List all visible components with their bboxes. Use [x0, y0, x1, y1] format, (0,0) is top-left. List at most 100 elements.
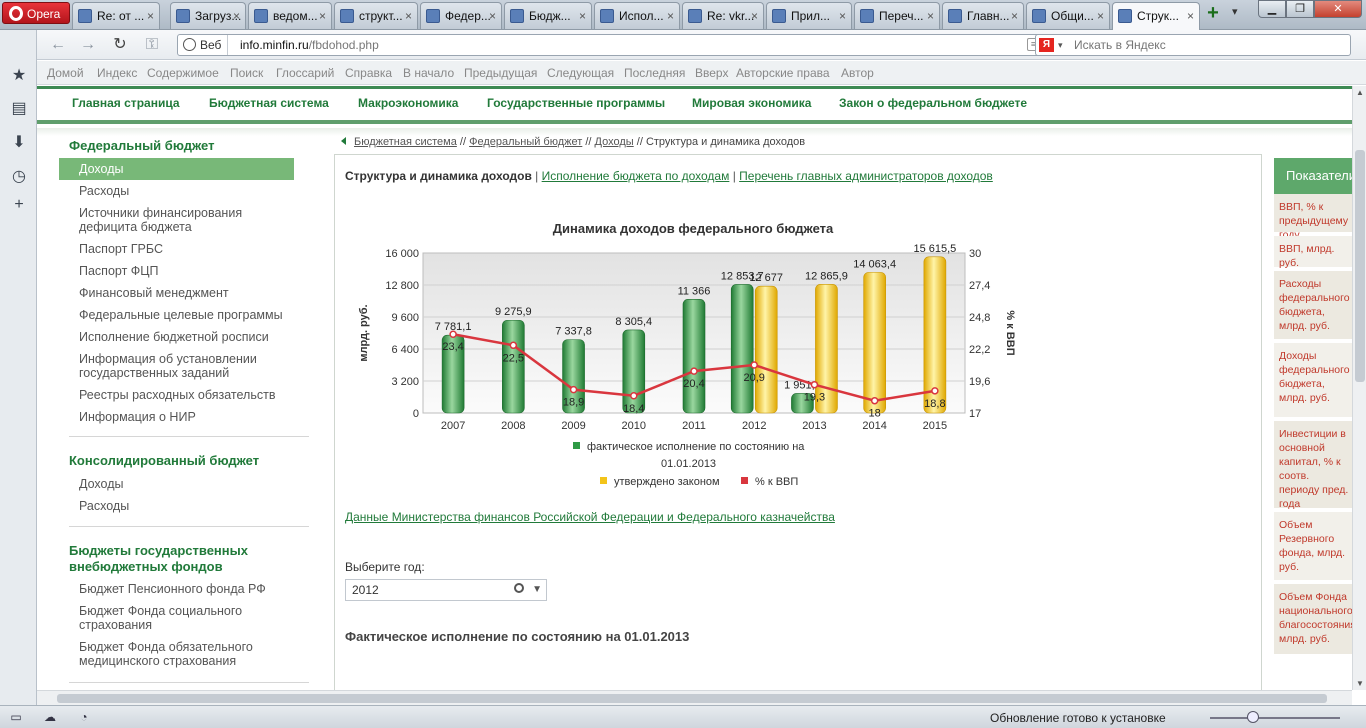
forward-arrow-icon[interactable]: → [80, 36, 96, 53]
bar-actual[interactable] [622, 329, 646, 414]
bar-approved[interactable] [815, 284, 838, 414]
bar-actual[interactable] [730, 284, 754, 414]
bar-approved[interactable] [923, 256, 947, 414]
nav-link-8[interactable]: Предыдущая [464, 66, 538, 80]
reload-icon[interactable]: ↻ [113, 36, 127, 53]
tab-7[interactable]: Испол... × [594, 2, 680, 29]
tab-close-icon[interactable]: × [578, 9, 586, 23]
tab-close-icon[interactable]: × [1096, 9, 1104, 23]
site-info-badge[interactable]: Веб [178, 35, 229, 55]
zoom-slider[interactable] [1210, 717, 1340, 719]
minimize-button[interactable]: ▁ [1258, 0, 1286, 18]
main-menu-item-2[interactable]: Бюджетная система [209, 96, 329, 110]
nav-link-9[interactable]: Следующая [547, 66, 615, 80]
leftnav-item[interactable]: Паспорт ГРБС [79, 242, 163, 256]
subnav-revenue-execution-link[interactable]: Исполнение бюджета по доходам [541, 169, 730, 183]
yandex-icon[interactable]: Я [1039, 38, 1054, 52]
close-button[interactable]: ✕ [1314, 0, 1362, 18]
gdp-share-point[interactable] [690, 367, 698, 375]
back-arrow-icon[interactable]: ← [50, 36, 66, 53]
leftnav-heading[interactable]: Федеральный бюджет [69, 138, 215, 153]
search-field[interactable]: Я ▾ [1035, 34, 1351, 56]
tab-close-icon[interactable]: × [1010, 9, 1018, 23]
gdp-share-point[interactable] [569, 385, 578, 394]
page-icon[interactable]: ▭ [10, 710, 22, 724]
data-source-link[interactable]: Данные Министерства финансов Российской … [345, 510, 835, 524]
indicator-item[interactable]: ВВП, % к предыдущему году [1274, 194, 1352, 241]
tab-close-icon[interactable]: × [232, 9, 240, 23]
indicator-item[interactable]: Объем Фонда национального благосостояния… [1274, 584, 1352, 656]
indicator-item[interactable]: Инвестиции в основной капитал, % к соотв… [1274, 421, 1352, 510]
tab-close-icon[interactable]: × [926, 9, 934, 23]
leftnav-item[interactable]: Финансовый менеджмент [79, 286, 229, 300]
leftnav-item[interactable]: Расходы [79, 184, 130, 198]
leftnav-item[interactable]: Бюджет Фонда обязательного медицинского … [79, 640, 253, 668]
tab-12[interactable]: Общи... × [1026, 2, 1110, 29]
leftnav-item[interactable]: Информация об установлении государственн… [79, 352, 257, 380]
scroll-up-icon[interactable]: ▲ [1356, 88, 1364, 97]
tab-close-icon[interactable]: × [666, 9, 674, 23]
tab-list-icon[interactable]: ▾ [1232, 6, 1238, 18]
leftnav-item[interactable]: Бюджет Фонда социального страхования [79, 604, 243, 632]
year-select[interactable]: 2012 ▼ [345, 579, 547, 601]
opera-menu-button[interactable]: Opera [2, 2, 70, 24]
bar-approved[interactable] [863, 272, 886, 414]
gdp-share-point[interactable] [870, 396, 879, 405]
leftnav-item[interactable]: Бюджет Пенсионного фонда РФ [79, 582, 266, 596]
scroll-down-icon[interactable]: ▼ [1356, 679, 1364, 688]
leftnav-item[interactable]: Источники финансирования дефицита бюджет… [79, 206, 243, 234]
nav-link-10[interactable]: Последняя [624, 66, 686, 80]
tab-10[interactable]: Переч... × [854, 2, 940, 29]
gdp-share-point[interactable] [810, 380, 819, 389]
gdp-share-point[interactable] [449, 330, 457, 338]
nav-link-6[interactable]: Справка [345, 66, 393, 80]
horizontal-scroll-thumb[interactable] [57, 694, 1327, 703]
tab-close-icon[interactable]: × [488, 9, 496, 23]
tab-5[interactable]: Федер... × [420, 2, 502, 29]
tab-close-icon[interactable]: × [750, 9, 758, 23]
subnav-administrators-link[interactable]: Перечень главных администраторов доходов [739, 169, 993, 183]
tab-close-icon[interactable]: × [404, 9, 412, 23]
url-text[interactable]: info.minfin.ru/fbdohod.php [240, 38, 379, 52]
leftnav-item[interactable]: Паспорт ФЦП [79, 264, 159, 278]
leftnav-item[interactable]: Доходы [79, 477, 124, 491]
url-field[interactable]: Веб info.minfin.ru/fbdohod.php ≡ ★ [177, 34, 1065, 56]
leftnav-heading[interactable]: Консолидированный бюджет [69, 453, 260, 468]
bookmarks-star-icon[interactable]: ★ [11, 67, 27, 84]
tab-6[interactable]: Бюдж... × [504, 2, 592, 29]
main-menu-item-4[interactable]: Государственные программы [487, 96, 666, 110]
leftnav-item[interactable]: Информация о НИР [79, 410, 196, 424]
bar-actual[interactable] [791, 393, 814, 414]
gdp-share-point[interactable] [750, 361, 758, 369]
tab-9[interactable]: Прил... × [766, 2, 852, 29]
breadcrumb-link-budget-system[interactable]: Бюджетная система [354, 136, 457, 148]
indicator-item[interactable]: Расходы федерального бюджета, млрд. руб. [1274, 271, 1352, 341]
indicator-item[interactable]: Объем Резервного фонда, млрд. руб. [1274, 512, 1352, 582]
gdp-share-point[interactable] [509, 341, 518, 350]
vertical-scroll-thumb[interactable] [1355, 150, 1365, 382]
tab-13[interactable]: Струк... × [1112, 2, 1200, 30]
bar-actual[interactable] [562, 339, 585, 414]
tab-8[interactable]: Re: vkr... × [682, 2, 764, 29]
horizontal-scrollbar[interactable] [37, 690, 1352, 705]
leftnav-item[interactable]: Расходы [79, 499, 130, 513]
tab-close-icon[interactable]: × [838, 9, 846, 23]
add-panel-icon[interactable]: + [14, 196, 24, 213]
notes-icon[interactable]: ▤ [11, 100, 27, 117]
main-menu-item-1[interactable]: Главная страница [72, 96, 180, 110]
cloud-icon[interactable]: ☁ [44, 710, 56, 724]
vertical-scrollbar[interactable]: ▲ ▼ [1352, 86, 1366, 690]
downloads-icon[interactable]: ⬇ [12, 134, 26, 151]
nav-link-1[interactable]: Домой [47, 66, 84, 80]
tab-2[interactable]: Загруз... × [170, 2, 246, 29]
leftnav-item[interactable]: Доходы [59, 158, 294, 180]
search-input[interactable] [1074, 35, 1344, 55]
new-tab-button[interactable]: + [1207, 2, 1219, 24]
tab-3[interactable]: ведом... × [248, 2, 332, 29]
tab-4[interactable]: структ... × [334, 2, 418, 29]
zoom-slider-knob[interactable] [1247, 711, 1259, 723]
main-menu-item-6[interactable]: Закон о федеральном бюджете [839, 96, 1028, 110]
leftnav-heading[interactable]: Бюджеты государственных внебюджетных фон… [69, 543, 248, 574]
nav-link-13[interactable]: Автор [841, 66, 874, 80]
breadcrumb-link-federal-budget[interactable]: Федеральный бюджет [469, 136, 583, 148]
